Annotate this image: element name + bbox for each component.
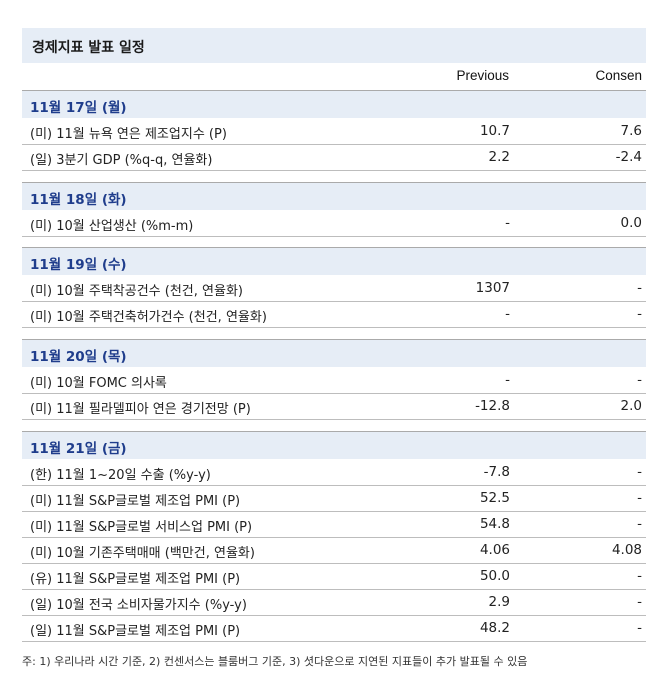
indicator-label: (미) 11월 S&P글로벌 제조업 PMI (P) bbox=[30, 494, 241, 509]
indicator-label: (일) 10월 전국 소비자물가지수 (%y-y) bbox=[30, 598, 247, 613]
day-label: 11월 17일 (월) bbox=[30, 100, 127, 116]
day-label: 11월 19일 (수) bbox=[30, 257, 127, 273]
day-header: 11월 20일 (목) bbox=[22, 340, 646, 367]
previous-value: - bbox=[505, 306, 510, 322]
table-row: (미) 10월 주택착공건수 (천건, 연율화) 1307 - bbox=[22, 275, 646, 302]
previous-value: - bbox=[505, 215, 510, 231]
table-row: (미) 11월 S&P글로벌 제조업 PMI (P) 52.5 - bbox=[22, 485, 646, 512]
previous-value: 52.5 bbox=[479, 490, 510, 506]
table-row: (미) 11월 필라델피아 연은 경기전망 (P) -12.8 2.0 bbox=[22, 393, 646, 420]
day-header: 11월 17일 (월) bbox=[22, 91, 646, 118]
table-row: (미) 11월 뉴욕 연은 제조업지수 (P) 10.7 7.6 bbox=[22, 118, 646, 145]
table-row: (한) 11월 1~20일 수출 (%y-y) -7.8 - bbox=[22, 459, 646, 486]
indicator-label: (미) 10월 기존주택매매 (백만건, 연율화) bbox=[30, 546, 255, 561]
consensus-value: - bbox=[637, 568, 642, 584]
indicator-label: (일) 3분기 GDP (%q-q, 연율화) bbox=[30, 153, 213, 168]
previous-value: 10.7 bbox=[479, 123, 510, 139]
table-row: (일) 3분기 GDP (%q-q, 연율화) 2.2 -2.4 bbox=[22, 144, 646, 171]
previous-value: 50.0 bbox=[479, 568, 510, 584]
previous-column-header: Previous bbox=[456, 68, 509, 83]
table-row: (일) 10월 전국 소비자물가지수 (%y-y) 2.9 - bbox=[22, 589, 646, 616]
table-row: (미) 10월 주택건축허가건수 (천건, 연율화) - - bbox=[22, 301, 646, 328]
indicator-label: (미) 10월 주택착공건수 (천건, 연율화) bbox=[30, 284, 243, 299]
consensus-value: -2.4 bbox=[615, 149, 642, 165]
table-row: (미) 10월 기존주택매매 (백만건, 연율화) 4.06 4.08 bbox=[22, 537, 646, 564]
day-header: 11월 18일 (화) bbox=[22, 183, 646, 210]
consensus-column-header: Consen bbox=[595, 68, 642, 83]
day-label: 11월 18일 (화) bbox=[30, 192, 127, 208]
previous-value: 2.9 bbox=[488, 594, 510, 610]
title-bar: 경제지표 발표 일정 bbox=[22, 28, 646, 63]
previous-value: 1307 bbox=[475, 280, 510, 296]
table-header: Previous Consen bbox=[22, 63, 646, 91]
day-label: 11월 20일 (목) bbox=[30, 349, 127, 365]
table-row: (미) 10월 FOMC 의사록 - - bbox=[22, 367, 646, 394]
table-row: (미) 10월 산업생산 (%m-m) - 0.0 bbox=[22, 210, 646, 237]
footnote: 주: 1) 우리나라 시간 기준, 2) 컨센서스는 블룸버그 기준, 3) 셧… bbox=[22, 655, 528, 668]
indicator-label: (한) 11월 1~20일 수출 (%y-y) bbox=[30, 468, 211, 483]
previous-value: 4.06 bbox=[479, 542, 510, 558]
day-header: 11월 21일 (금) bbox=[22, 432, 646, 459]
consensus-value: 0.0 bbox=[620, 215, 642, 231]
table-row: (유) 11월 S&P글로벌 제조업 PMI (P) 50.0 - bbox=[22, 563, 646, 590]
page-title: 경제지표 발표 일정 bbox=[32, 40, 145, 56]
indicator-label: (미) 11월 뉴욕 연은 제조업지수 (P) bbox=[30, 127, 227, 142]
indicator-label: (미) 11월 필라델피아 연은 경기전망 (P) bbox=[30, 402, 251, 417]
day-header: 11월 19일 (수) bbox=[22, 248, 646, 275]
table-row: (일) 11월 S&P글로벌 제조업 PMI (P) 48.2 - bbox=[22, 615, 646, 642]
previous-value: 48.2 bbox=[479, 620, 510, 636]
indicator-label: (일) 11월 S&P글로벌 제조업 PMI (P) bbox=[30, 624, 241, 639]
previous-value: 2.2 bbox=[488, 149, 510, 165]
previous-value: 54.8 bbox=[479, 516, 510, 532]
previous-value: -7.8 bbox=[483, 464, 510, 480]
consensus-value: - bbox=[637, 620, 642, 636]
previous-value: -12.8 bbox=[475, 398, 510, 414]
consensus-value: - bbox=[637, 516, 642, 532]
consensus-value: - bbox=[637, 594, 642, 610]
consensus-value: - bbox=[637, 464, 642, 480]
day-label: 11월 21일 (금) bbox=[30, 441, 127, 457]
indicator-label: (미) 10월 산업생산 (%m-m) bbox=[30, 219, 194, 234]
table-row: (미) 11월 S&P글로벌 서비스업 PMI (P) 54.8 - bbox=[22, 511, 646, 538]
consensus-value: 7.6 bbox=[620, 123, 642, 139]
consensus-value: 2.0 bbox=[620, 398, 642, 414]
indicator-label: (미) 10월 주택건축허가건수 (천건, 연율화) bbox=[30, 310, 267, 325]
consensus-value: - bbox=[637, 490, 642, 506]
indicator-label: (유) 11월 S&P글로벌 제조업 PMI (P) bbox=[30, 572, 241, 587]
consensus-value: - bbox=[637, 280, 642, 296]
indicator-label: (미) 10월 FOMC 의사록 bbox=[30, 376, 167, 391]
consensus-value: 4.08 bbox=[611, 542, 642, 558]
previous-value: - bbox=[505, 372, 510, 388]
consensus-value: - bbox=[637, 372, 642, 388]
consensus-value: - bbox=[637, 306, 642, 322]
indicator-label: (미) 11월 S&P글로벌 서비스업 PMI (P) bbox=[30, 520, 253, 535]
